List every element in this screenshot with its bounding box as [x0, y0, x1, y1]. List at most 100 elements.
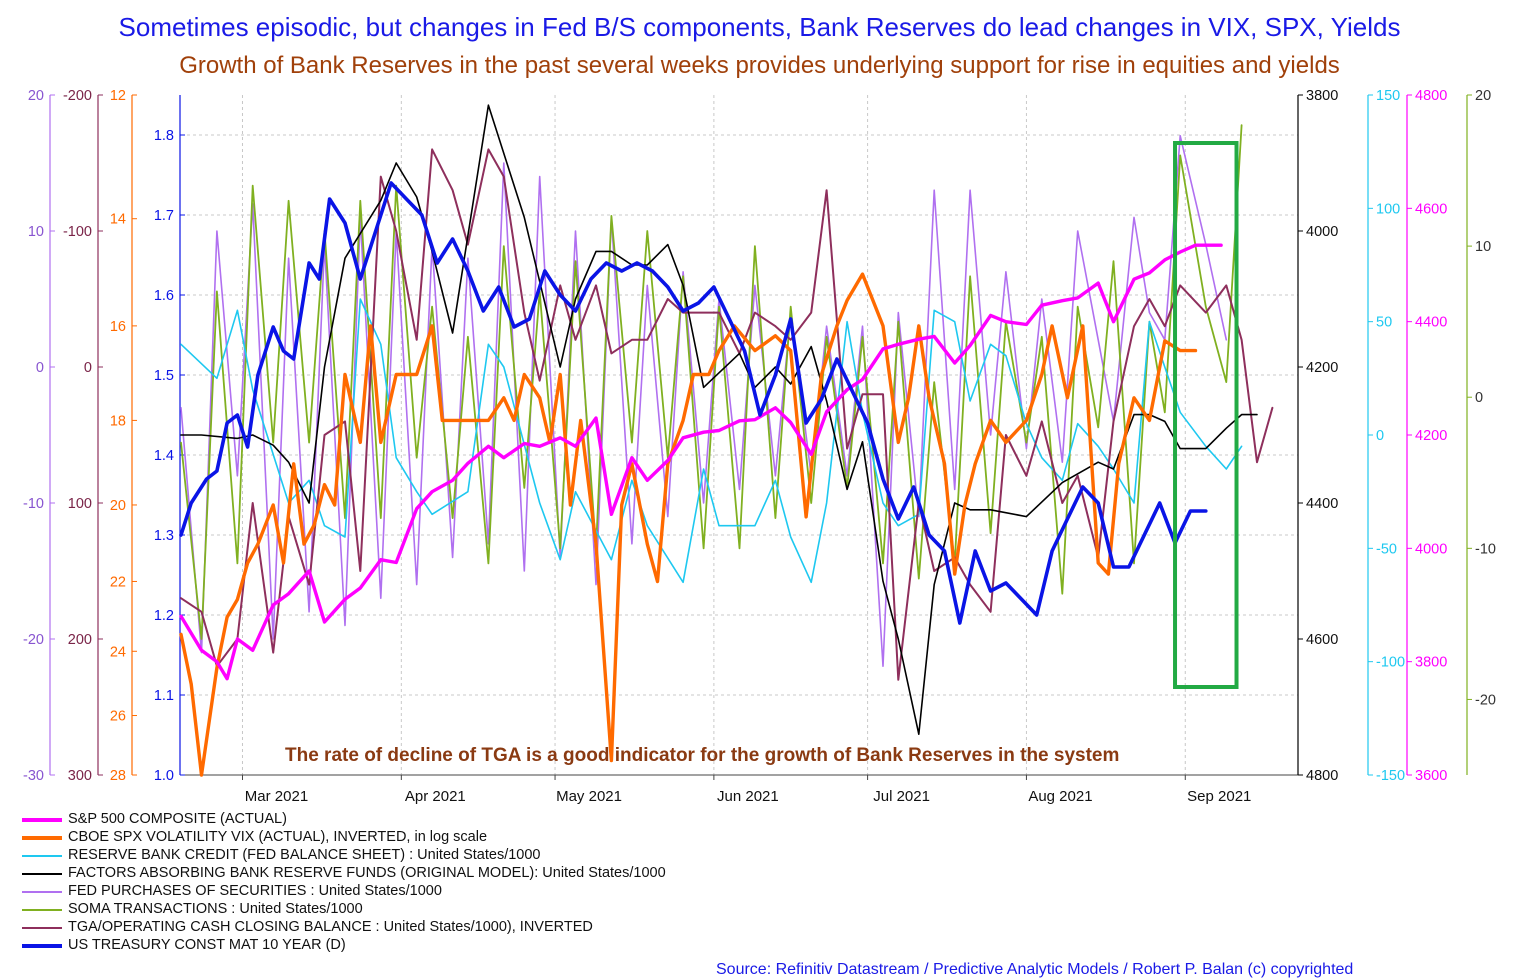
legend-label-fps: FED PURCHASES OF SECURITIES : United Sta…	[68, 883, 442, 899]
series-line-vix	[179, 272, 1198, 777]
y-tick-label-fabr: 4800	[1306, 768, 1338, 784]
y-tick-label-spx: 3600	[1415, 768, 1447, 784]
y-tick-label-ust: 1.0	[154, 768, 174, 784]
y-tick-label-vix: 12	[110, 88, 126, 104]
y-tick-label-fabr: 3800	[1306, 88, 1338, 104]
y-tick-label-fps: -10	[23, 496, 44, 512]
y-tick-label-rbc: 100	[1376, 201, 1400, 217]
y-tick-label-rbc: -100	[1376, 655, 1405, 671]
y-tick-label-ust: 1.6	[154, 288, 174, 304]
y-tick-label-tga: 0	[84, 360, 92, 376]
y-tick-label-soma: 0	[1475, 390, 1483, 406]
y-axis-tga: -200 -100 0 100 200 300	[63, 88, 103, 784]
x-tick-label: Jul 2021	[873, 788, 930, 805]
x-tick-label: Apr 2021	[405, 788, 466, 805]
y-tick-label-fabr: 4000	[1306, 224, 1338, 240]
y-tick-label-ust: 1.4	[154, 448, 174, 464]
y-tick-label-rbc: 50	[1376, 315, 1392, 331]
y-tick-label-rbc: 0	[1376, 428, 1384, 444]
y-tick-label-spx: 4200	[1415, 428, 1447, 444]
x-tick-label: Mar 2021	[245, 788, 308, 805]
y-tick-label-fps: -20	[23, 632, 44, 648]
series-line-fabr	[180, 104, 1258, 736]
series-line-soma	[180, 124, 1243, 640]
y-tick-label-fps: -30	[23, 768, 44, 784]
legend-swatch-soma	[22, 909, 62, 911]
y-axis-fps: 20 10 0 -10 -20 -30	[23, 88, 55, 784]
chart-title: Sometimes episodic, but changes in Fed B…	[118, 12, 1401, 42]
y-tick-label-vix: 22	[110, 574, 126, 590]
y-tick-label-spx: 4400	[1415, 315, 1447, 331]
x-tick-label: Jun 2021	[717, 788, 779, 805]
y-axis-vix: 12 14 16 18 20 22 24 26 28	[110, 88, 137, 784]
legend-label-spx: S&P 500 COMPOSITE (ACTUAL)	[68, 811, 287, 827]
legend-swatch-spx	[22, 818, 62, 822]
y-tick-label-vix: 18	[110, 413, 126, 429]
y-tick-label-tga: -100	[63, 224, 92, 240]
y-tick-label-vix: 14	[110, 212, 126, 228]
legend-swatch-vix	[22, 836, 62, 840]
y-tick-label-fps: 10	[28, 224, 44, 240]
y-tick-label-tga: -200	[63, 88, 92, 104]
y-tick-label-spx: 4600	[1415, 201, 1447, 217]
y-axis-fabr: 3800 4000 4200 4400 4600 4800	[1297, 88, 1338, 784]
legend-swatch-tga	[22, 927, 62, 929]
legend-swatch-ust	[22, 944, 62, 948]
y-tick-label-vix: 28	[110, 768, 126, 784]
y-tick-label-tga: 300	[68, 768, 92, 784]
legend-label-fabr: FACTORS ABSORBING BANK RESERVE FUNDS (OR…	[68, 865, 666, 881]
y-tick-label-vix: 20	[110, 498, 126, 514]
y-tick-label-soma: -10	[1475, 541, 1496, 557]
y-tick-label-ust: 1.5	[154, 368, 174, 384]
series-group	[179, 104, 1274, 777]
y-tick-label-spx: 4800	[1415, 88, 1447, 104]
y-tick-label-spx: 3800	[1415, 655, 1447, 671]
y-tick-label-soma: -20	[1475, 692, 1496, 708]
y-axis-soma: 20 10 0 -10 -20	[1466, 88, 1496, 775]
series-line-spx	[179, 243, 1223, 681]
y-axis-rbc: 150 100 50 0 -50 -100 -150	[1367, 88, 1405, 784]
y-tick-label-rbc: 150	[1376, 88, 1400, 104]
y-tick-label-fabr: 4600	[1306, 632, 1338, 648]
x-tick-label: May 2021	[556, 788, 622, 805]
y-tick-label-soma: 10	[1475, 239, 1491, 255]
series-line-rbc	[180, 298, 1243, 584]
chart-subtitle: Growth of Bank Reserves in the past seve…	[179, 52, 1340, 79]
y-tick-label-tga: 200	[68, 632, 92, 648]
y-tick-label-fps: 20	[28, 88, 44, 104]
y-tick-label-ust: 1.3	[154, 528, 174, 544]
y-tick-label-rbc: -150	[1376, 768, 1405, 784]
legend-swatch-fps	[22, 891, 62, 893]
series-line-ust	[179, 181, 1208, 625]
y-tick-label-fabr: 4200	[1306, 360, 1338, 376]
y-tick-label-vix: 16	[110, 319, 126, 335]
y-tick-label-soma: 20	[1475, 88, 1491, 104]
y-tick-label-fps: 0	[36, 360, 44, 376]
y-axis-spx: 4800 4600 4400 4200 4000 3800 3600	[1406, 88, 1447, 784]
highlight-box	[1173, 141, 1239, 689]
legend-label-rbc: RESERVE BANK CREDIT (FED BALANCE SHEET) …	[68, 847, 541, 863]
series-line-fps	[180, 135, 1228, 668]
source-credit: Source: Refinitiv Datastream / Predictiv…	[716, 961, 1354, 978]
y-axis-ust: 1.0 1.1 1.2 1.3 1.4 1.5 1.6 1.7 1.8	[154, 95, 185, 784]
y-tick-label-vix: 26	[110, 709, 126, 725]
chart-annotation: The rate of decline of TGA is a good ind…	[285, 745, 1120, 766]
y-tick-label-ust: 1.1	[154, 688, 174, 704]
legend-label-soma: SOMA TRANSACTIONS : United States/1000	[68, 901, 363, 917]
y-tick-label-vix: 24	[110, 644, 126, 660]
y-tick-label-ust: 1.8	[154, 128, 174, 144]
y-tick-label-ust: 1.7	[154, 208, 174, 224]
y-tick-label-spx: 4000	[1415, 541, 1447, 557]
legend-swatch-rbc	[22, 855, 62, 857]
x-tick-label: Sep 2021	[1187, 788, 1251, 805]
x-tick-label: Aug 2021	[1028, 788, 1092, 805]
legend-swatch-fabr	[22, 873, 62, 875]
y-tick-label-tga: 100	[68, 496, 92, 512]
y-tick-label-ust: 1.2	[154, 608, 174, 624]
y-tick-label-fabr: 4400	[1306, 496, 1338, 512]
legend-label-vix: CBOE SPX VOLATILITY VIX (ACTUAL), INVERT…	[68, 829, 488, 845]
legend-label-ust: US TREASURY CONST MAT 10 YEAR (D)	[68, 937, 346, 953]
y-tick-label-rbc: -50	[1376, 541, 1397, 557]
legend-label-tga: TGA/OPERATING CASH CLOSING BALANCE : Uni…	[68, 919, 593, 935]
